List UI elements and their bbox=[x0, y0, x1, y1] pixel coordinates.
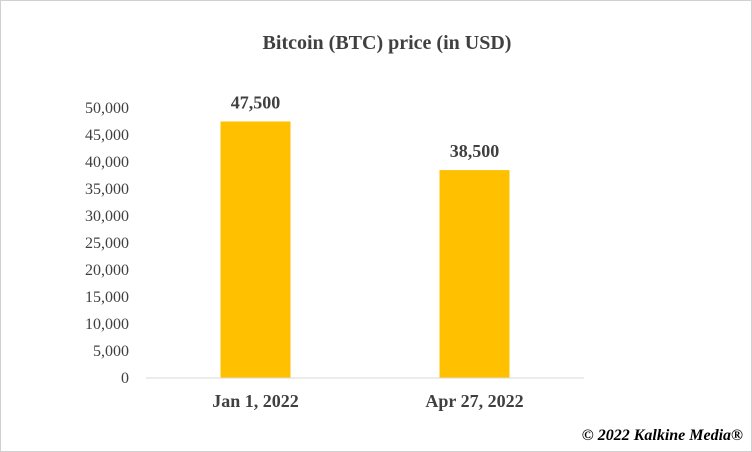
bar-data-label: 38,500 bbox=[450, 141, 500, 161]
y-axis: 0 5,000 10,000 15,000 20,000 25,000 30,000 35,0… bbox=[85, 100, 129, 387]
y-tick-label: 0 bbox=[121, 370, 129, 387]
y-tick-label: 35,000 bbox=[85, 181, 129, 198]
x-tick-label: Jan 1, 2022 bbox=[212, 391, 299, 411]
chart-title: Bitcoin (BTC) price (in USD) bbox=[263, 32, 512, 54]
y-tick-label: 15,000 bbox=[85, 289, 129, 306]
y-tick-label: 40,000 bbox=[85, 154, 129, 171]
bar bbox=[220, 121, 291, 378]
bar bbox=[439, 170, 510, 378]
bars-group bbox=[220, 121, 510, 378]
x-axis: Jan 1, 2022 Apr 27, 2022 bbox=[212, 391, 523, 411]
data-labels-group: 47,500 38,500 bbox=[231, 93, 500, 162]
x-tick-label: Apr 27, 2022 bbox=[425, 391, 523, 411]
y-tick-label: 30,000 bbox=[85, 208, 129, 225]
bar-data-label: 47,500 bbox=[231, 93, 281, 113]
y-tick-label: 45,000 bbox=[85, 127, 129, 144]
y-tick-label: 50,000 bbox=[85, 100, 129, 117]
y-tick-label: 10,000 bbox=[85, 316, 129, 333]
copyright-notice: © 2022 Kalkine Media® bbox=[581, 427, 743, 444]
y-tick-label: 5,000 bbox=[93, 343, 129, 360]
y-tick-label: 25,000 bbox=[85, 235, 129, 252]
y-tick-label: 20,000 bbox=[85, 262, 129, 279]
